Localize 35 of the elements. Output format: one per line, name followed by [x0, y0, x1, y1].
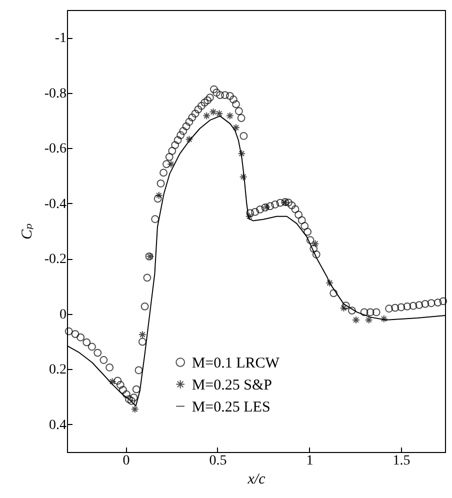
- point: [352, 316, 360, 324]
- x-tick-label: 0.5: [209, 454, 227, 468]
- y-tick-label: 0.2: [49, 362, 66, 378]
- y-tick-label: 0: [60, 307, 66, 322]
- x-tick-label: 1.5: [392, 454, 410, 468]
- point: [239, 172, 248, 181]
- point: [340, 304, 348, 312]
- point: [238, 150, 246, 158]
- point: [145, 252, 154, 260]
- y-tick-label: 0.4: [49, 418, 66, 433]
- point: [380, 314, 388, 323]
- x-tick-label: 0: [122, 454, 130, 468]
- point: [245, 212, 254, 220]
- y-axis-title: Cₚ: [19, 223, 36, 240]
- legend-label: M=0.1 LRCW: [192, 355, 280, 372]
- point: [154, 191, 163, 200]
- y-tick-label: -0.8: [44, 86, 66, 102]
- point: [215, 110, 224, 118]
- y-tick-label: -0.6: [44, 142, 66, 157]
- legend-label: M=0.25 LES: [192, 399, 270, 416]
- point: [138, 330, 146, 339]
- point: [364, 316, 373, 324]
- point: [185, 135, 194, 144]
- point: [108, 378, 116, 386]
- y-tick-label: -1: [54, 31, 66, 46]
- x-axis-title: x/c: [246, 472, 266, 488]
- y-tick-label: -0.2: [44, 252, 66, 268]
- point: [232, 124, 240, 132]
- x-tick-label: 1: [306, 454, 314, 468]
- point: [311, 240, 320, 248]
- point: [130, 405, 139, 414]
- legend-label: M=0.25 S&P: [192, 377, 272, 394]
- point: [226, 112, 234, 120]
- point: [326, 278, 334, 287]
- y-tick-label: -0.4: [44, 196, 66, 212]
